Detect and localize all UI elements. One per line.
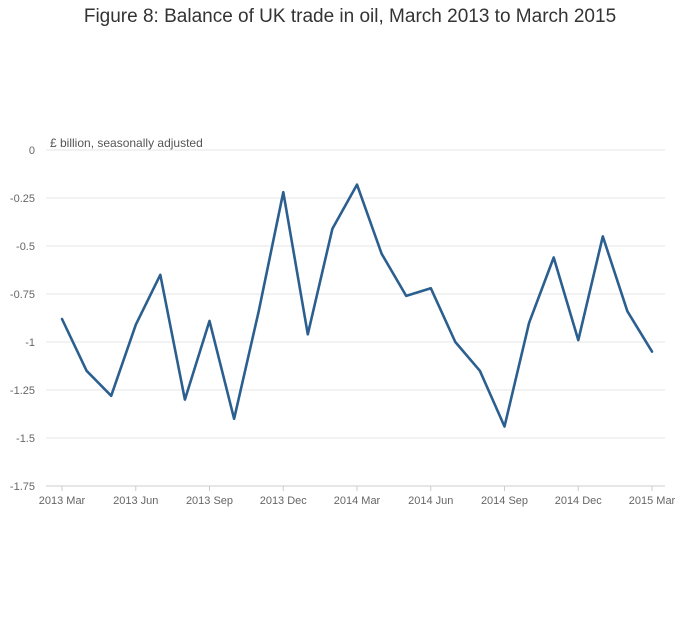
- series-line: [60, 183, 654, 428]
- x-tick-label: 2013 Sep: [186, 495, 233, 507]
- y-axis-ticks: 0 -0.25 -0.5 -0.75 -1 -1.25 -1.5 -1.75: [10, 145, 35, 493]
- y-tick-label: 0: [29, 145, 35, 157]
- x-tick-label: 2014 Dec: [555, 495, 603, 507]
- x-tick-label: 2015 Mar: [629, 495, 676, 507]
- x-axis-ticks: 2013 Mar 2013 Jun 2013 Sep 2013 Dec 2014 Mar…: [39, 486, 676, 507]
- chart-title: Figure 8: Balance of UK trade in oil, Ma…: [83, 6, 617, 27]
- x-tick-label: 2013 Dec: [260, 495, 308, 507]
- y-tick-label: -1.5: [16, 433, 35, 445]
- y-tick-label: -0.5: [16, 241, 35, 253]
- x-tick-label: 2014 Jun: [408, 495, 453, 507]
- x-tick-label: 2014 Sep: [481, 495, 528, 507]
- y-tick-label: -0.25: [10, 193, 35, 205]
- y-tick-label: -1.25: [10, 385, 35, 397]
- y-tick-label: -1: [25, 337, 35, 349]
- y-tick-label: -0.75: [10, 289, 35, 301]
- x-tick-label: 2013 Mar: [39, 495, 86, 507]
- y-tick-label: -1.75: [10, 481, 35, 493]
- gridlines: [46, 149, 665, 487]
- y-axis-unit-label: £ billion, seasonally adjusted: [50, 136, 203, 150]
- series-layer: [60, 183, 654, 428]
- x-tick-label: 2013 Jun: [113, 495, 158, 507]
- x-tick-label: 2014 Mar: [334, 495, 381, 507]
